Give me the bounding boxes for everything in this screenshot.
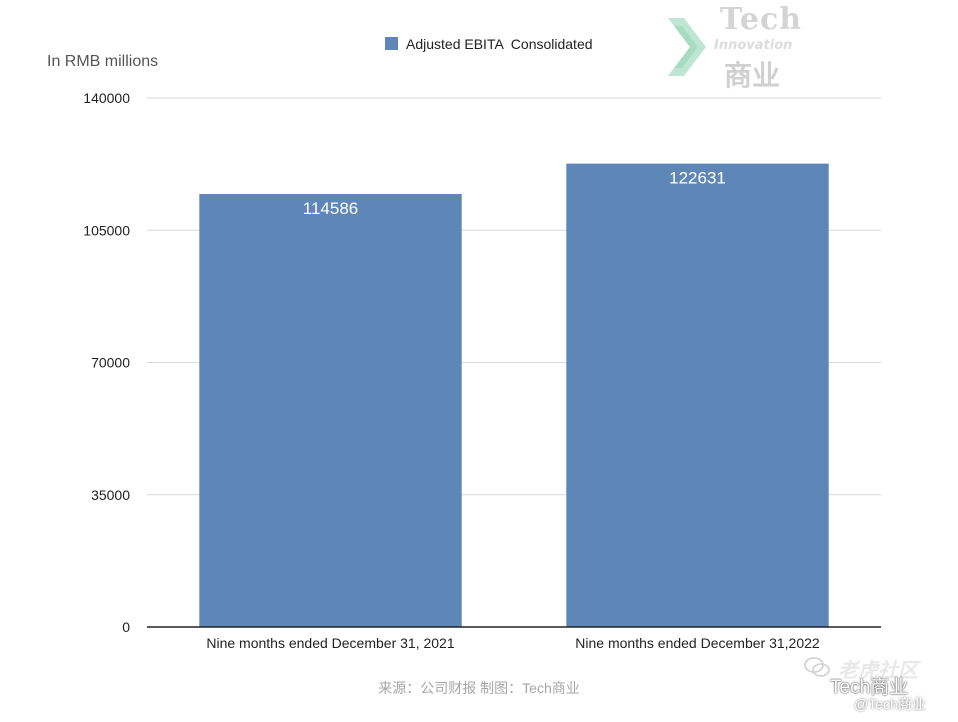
tech-innovation-logo: Tech Innovation 商业 [660, 2, 810, 92]
handle-watermark: @Tech商业 [854, 696, 926, 712]
axes: 0 35000 70000 105000 140000 Nine months ended… [83, 90, 881, 651]
bar-1 [199, 194, 462, 627]
legend-swatch [385, 37, 398, 50]
y-tick-label: 105000 [83, 222, 130, 238]
legend: Adjusted EBITA Consolidated [385, 36, 593, 52]
source-note: 来源：公司财报 制图：Tech商业 [378, 680, 580, 696]
community-watermark: 老虎社区 [838, 660, 918, 682]
x-tick-label: Nine months ended December 31, 2021 [206, 635, 454, 651]
y-tick-label: 0 [122, 619, 130, 635]
y-tick-label: 35000 [91, 487, 130, 503]
x-tick-label: Nine months ended December 31,2022 [575, 635, 820, 651]
y-axis-title: In RMB millions [47, 53, 158, 70]
logo-text-shangye: 商业 [724, 59, 781, 92]
data-label: 122631 [669, 169, 726, 188]
y-tick-label: 70000 [91, 355, 130, 371]
logo-text-innovation: Innovation [714, 38, 793, 53]
data-label: 114586 [303, 199, 358, 218]
bar-2 [566, 163, 829, 627]
y-tick-label: 140000 [83, 90, 130, 106]
data-labels: 114586 122631 [303, 169, 726, 218]
legend-label: Adjusted EBITA Consolidated [406, 36, 593, 52]
chevron-logo-icon [668, 18, 706, 76]
logo-text-tech: Tech [720, 2, 803, 37]
brand-watermark: Tech商业 [830, 677, 909, 698]
corner-watermark: 老虎社区 Tech商业 @Tech商业 [804, 654, 954, 718]
chat-bubble-icon [804, 657, 830, 677]
bars [199, 163, 829, 627]
